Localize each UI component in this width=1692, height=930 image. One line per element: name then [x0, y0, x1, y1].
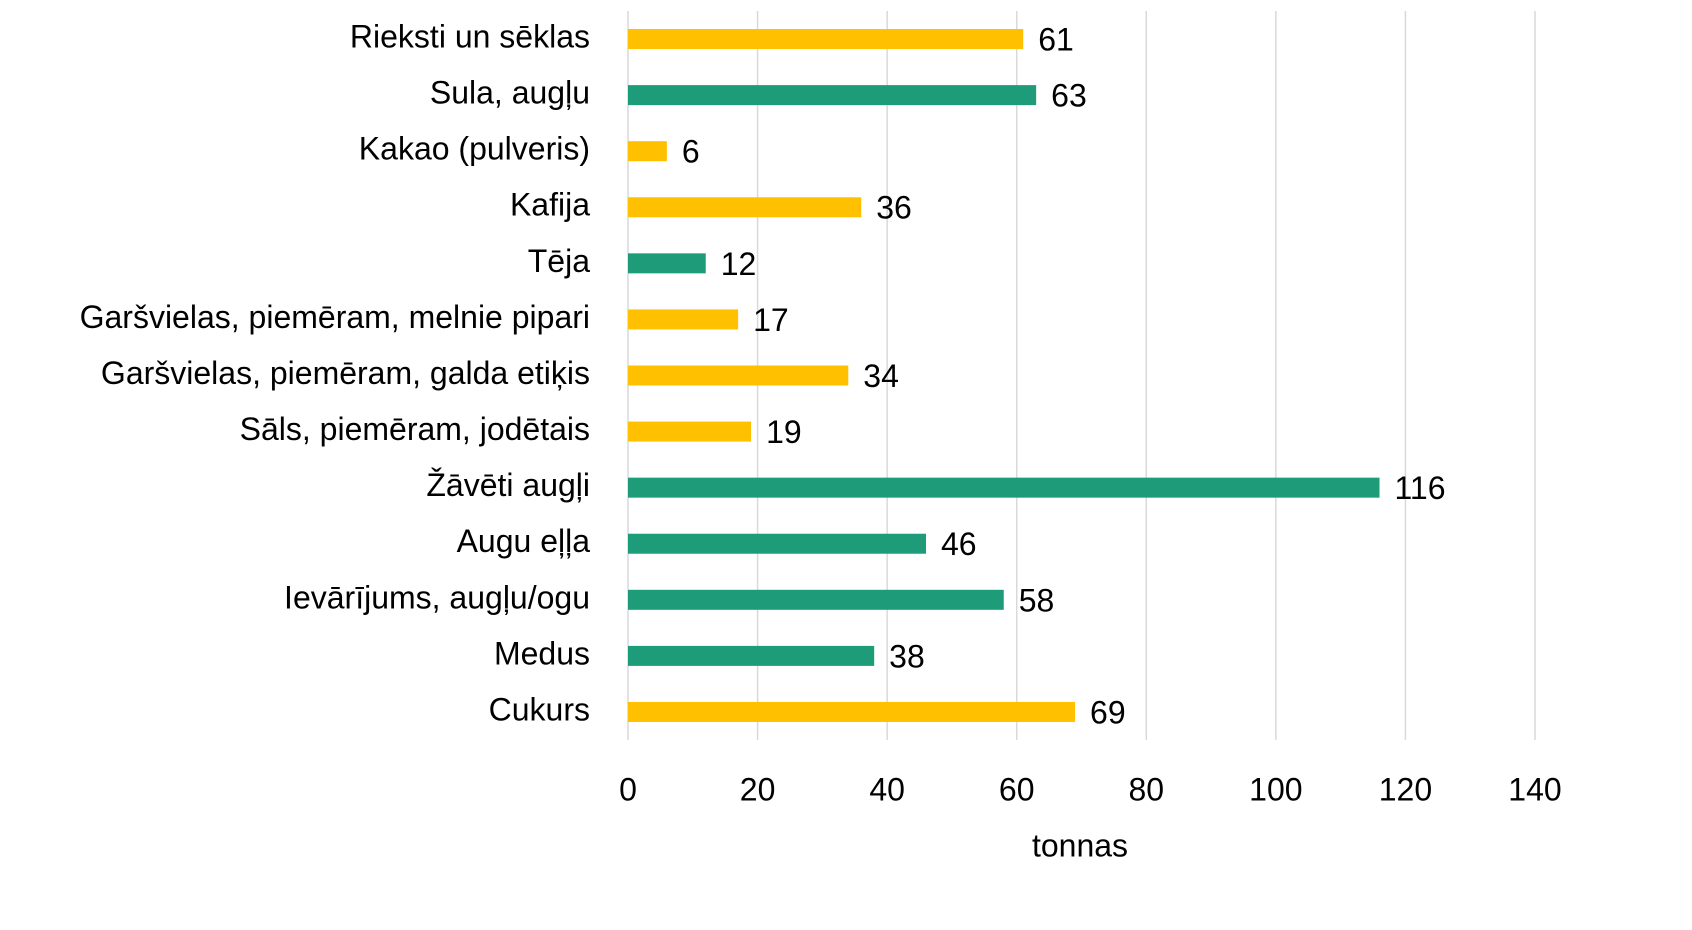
y-tick-label: Sāls, piemēram, jodētais — [240, 411, 590, 447]
x-axis-title: tonnas — [1032, 827, 1128, 863]
data-label: 19 — [766, 414, 802, 450]
data-label: 116 — [1395, 470, 1446, 506]
y-tick-label: Žāvēti augļi — [426, 467, 590, 503]
bar — [628, 421, 752, 442]
bar — [628, 589, 1004, 610]
x-tick-label: 40 — [869, 771, 905, 807]
y-tick-label: Rieksti un sēklas — [350, 18, 590, 54]
data-label: 36 — [876, 190, 912, 226]
bar — [628, 197, 862, 218]
data-label: 58 — [1019, 582, 1055, 618]
y-tick-label: Garšvielas, piemēram, galda etiķis — [101, 355, 590, 391]
bar — [628, 309, 739, 330]
y-tick-label: Cukurs — [489, 691, 590, 727]
y-tick-label: Kafija — [510, 187, 590, 223]
y-tick-label: Kakao (pulveris) — [359, 131, 590, 167]
x-tick-label: 20 — [740, 771, 776, 807]
data-label: 46 — [941, 526, 977, 562]
y-tick-label: Tēja — [528, 243, 590, 279]
y-tick-label: Ievārījums, augļu/ogu — [284, 579, 590, 615]
bar — [628, 701, 1076, 722]
x-tick-label: 0 — [619, 771, 637, 807]
x-tick-label: 120 — [1379, 771, 1432, 807]
data-label: 63 — [1051, 78, 1087, 114]
x-tick-label: 140 — [1508, 771, 1561, 807]
y-tick-label: Augu eļļa — [457, 523, 591, 559]
data-label: 69 — [1090, 694, 1126, 730]
bar — [628, 533, 927, 554]
bar — [628, 253, 706, 274]
data-label: 38 — [889, 638, 925, 674]
bar — [628, 365, 849, 386]
bar — [628, 141, 667, 162]
y-tick-label: Garšvielas, piemēram, melnie pipari — [80, 299, 590, 335]
x-tick-label: 100 — [1249, 771, 1302, 807]
y-tick-label: Medus — [494, 635, 590, 671]
data-label: 17 — [753, 302, 789, 338]
data-label: 34 — [863, 358, 899, 394]
bar — [628, 645, 875, 666]
x-tick-label: 60 — [999, 771, 1035, 807]
bar — [628, 477, 1380, 498]
data-label: 6 — [682, 134, 700, 170]
bar — [628, 85, 1037, 106]
y-tick-label: Sula, augļu — [430, 75, 590, 111]
data-label: 61 — [1038, 21, 1074, 57]
x-tick-label: 80 — [1128, 771, 1164, 807]
data-label: 12 — [721, 246, 757, 282]
bar — [628, 29, 1024, 50]
